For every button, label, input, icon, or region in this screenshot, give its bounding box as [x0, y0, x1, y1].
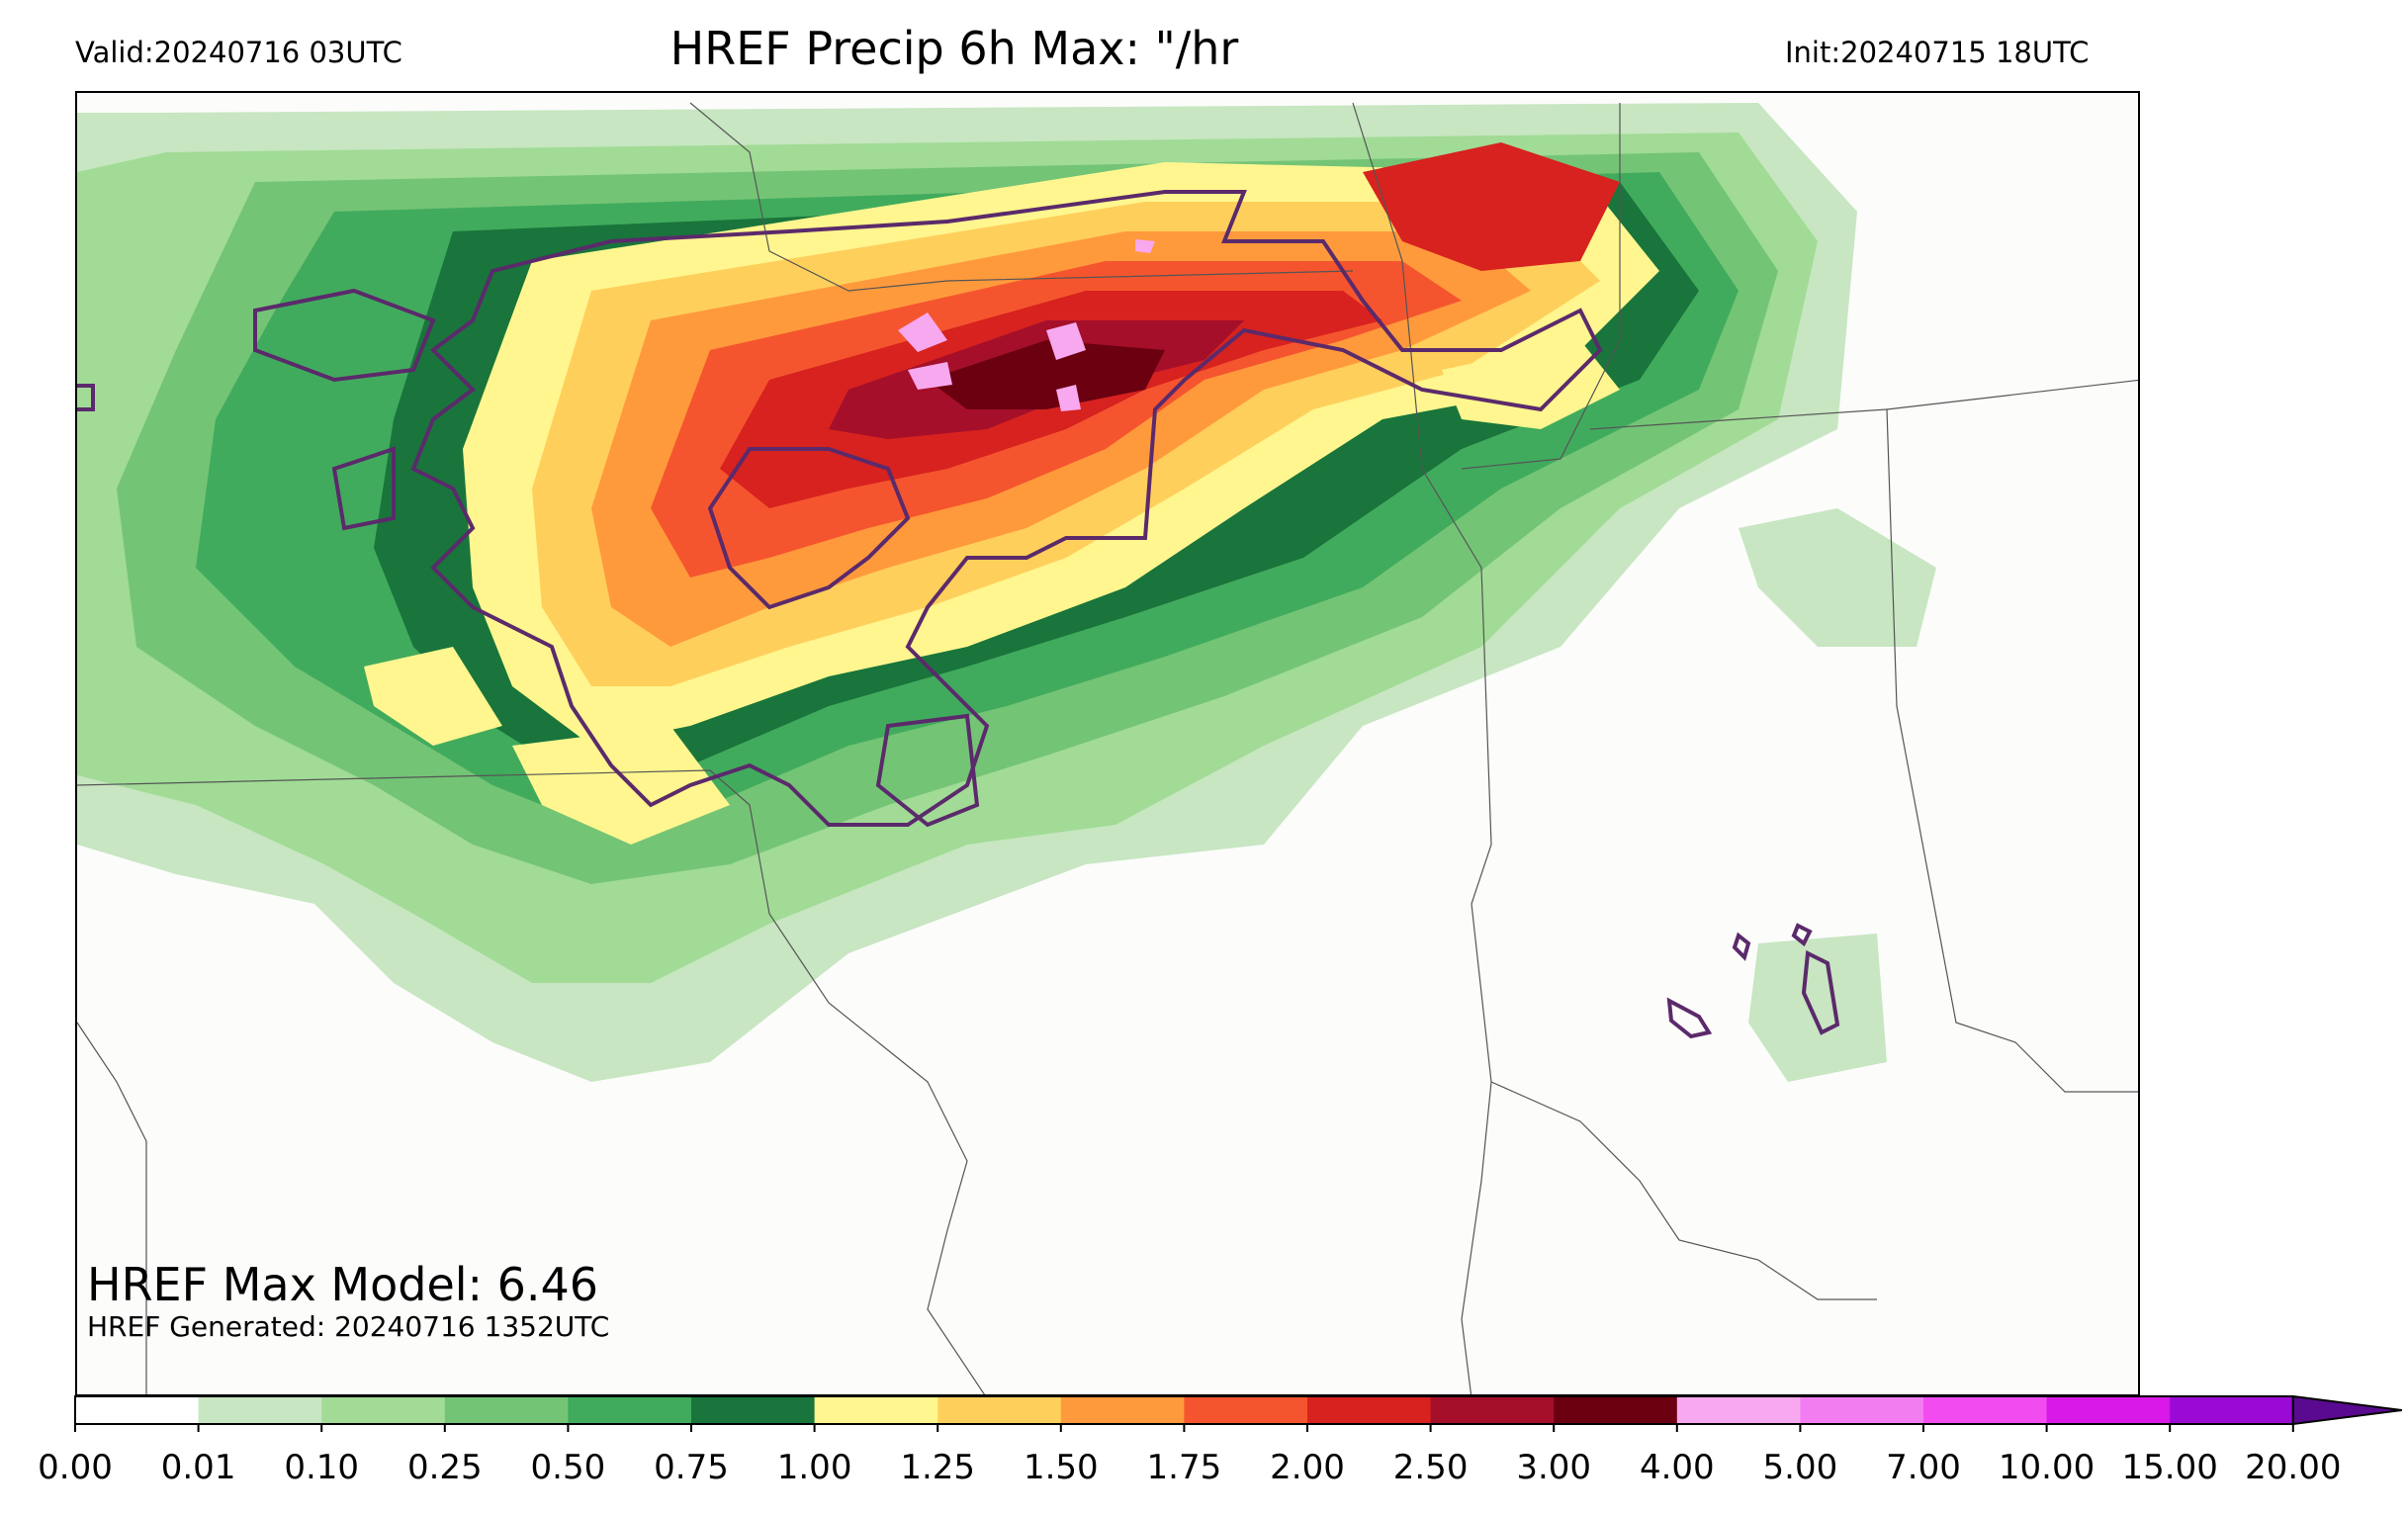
- border-line: [1886, 379, 2138, 410]
- precip-band-2.00-northeast: [1363, 142, 1620, 271]
- colorbar-segment: [2170, 1396, 2294, 1424]
- init-time-label: Init:20240715 18UTC: [1785, 36, 2090, 69]
- border-line: [77, 769, 986, 1394]
- precip-field: [77, 103, 1936, 1082]
- precip-map: [77, 102, 2138, 1394]
- colorbar-segment: [937, 1396, 1062, 1424]
- colorbar-tick-label: 1.00: [776, 1448, 852, 1487]
- contour-lines: [77, 190, 1840, 1039]
- colorbar-tick-label: 10.00: [1998, 1448, 2096, 1487]
- precip-band-3.00: [928, 340, 1165, 409]
- border-line: [1490, 1081, 1877, 1300]
- precip-band-0.01-southeast: [1748, 934, 1887, 1082]
- colorbar-tick-label: 0.00: [38, 1448, 113, 1487]
- max-model-label: HREF Max Model: 6.46: [87, 1258, 599, 1311]
- contour-main: [410, 190, 1603, 827]
- colorbar-tick-label: 3.00: [1516, 1448, 1592, 1487]
- colorbar-segment: [198, 1396, 322, 1424]
- colorbar-segment: [814, 1396, 938, 1424]
- border-line: [1352, 102, 1492, 1394]
- colorbar-segment: [1800, 1396, 1924, 1424]
- colorbar-tick-label: 5.00: [1762, 1448, 1838, 1487]
- colorbar-segment: [568, 1396, 692, 1424]
- contour-west2: [331, 446, 396, 531]
- colorbar-segment: [1307, 1396, 1432, 1424]
- precip-band-0.01-east: [1739, 508, 1936, 647]
- colorbar-segment: [1554, 1396, 1678, 1424]
- colorbar-segment: [1676, 1396, 1801, 1424]
- contour-west: [253, 288, 436, 383]
- colorbar-segment: [1060, 1396, 1185, 1424]
- colorbar-tick-label: 0.01: [160, 1448, 236, 1487]
- colorbar-tick-label: 20.00: [2245, 1448, 2342, 1487]
- colorbar-tick-label: 7.00: [1886, 1448, 1961, 1487]
- valid-time-label: Valid:20240716 03UTC: [75, 36, 402, 69]
- precip-band-1.00-east: [1442, 340, 1620, 429]
- colorbar-tick-label: 0.50: [530, 1448, 606, 1487]
- contour-edge: [77, 384, 95, 411]
- colorbar-outline: [74, 1395, 2294, 1425]
- precip-band-1.00-southwest: [512, 726, 730, 845]
- contour-se-4: [1801, 949, 1840, 1035]
- colorbar-tick-label: 0.25: [406, 1448, 483, 1487]
- border-line: [1461, 103, 1621, 470]
- contour-se-1: [1666, 997, 1713, 1039]
- precip-band-1.00-west: [364, 647, 502, 746]
- colorbar-tick-label: 2.00: [1270, 1448, 1345, 1487]
- colorbar-tick-label: 1.75: [1146, 1448, 1222, 1487]
- contour-inner: [707, 447, 911, 610]
- colorbar-segment: [691, 1396, 816, 1424]
- colorbar-tick-label: 0.75: [654, 1448, 729, 1487]
- map-panel: [75, 91, 2140, 1396]
- colorbar-extend-arrow: [2291, 1394, 2402, 1426]
- colorbar-segment: [321, 1396, 446, 1424]
- colorbar-tick-label: 2.50: [1392, 1448, 1469, 1487]
- colorbar-segment: [2046, 1396, 2171, 1424]
- contour-south: [875, 713, 980, 828]
- contour-se-2: [1732, 932, 1751, 961]
- border-line: [77, 1022, 147, 1394]
- colorbar-tick-label: 4.00: [1639, 1448, 1715, 1487]
- colorbar-segment: [1430, 1396, 1555, 1424]
- colorbar-segment: [75, 1396, 200, 1424]
- border-line: [689, 102, 1354, 292]
- colorbar-tick-label: 0.10: [284, 1448, 360, 1487]
- colorbar-tick-label: 1.25: [900, 1448, 976, 1487]
- colorbar-tick-label: 1.50: [1023, 1448, 1099, 1487]
- contour-se-3: [1791, 923, 1813, 947]
- colorbar-segment: [444, 1396, 569, 1424]
- state-borders: [77, 102, 2138, 1394]
- colorbar-segment: [1184, 1396, 1308, 1424]
- colorbar-tick-label: 15.00: [2121, 1448, 2218, 1487]
- chart-title: HREF Precip 6h Max: "/hr: [669, 22, 1239, 75]
- colorbar-segment: [1923, 1396, 2048, 1424]
- generated-label: HREF Generated: 20240716 1352UTC: [87, 1310, 610, 1343]
